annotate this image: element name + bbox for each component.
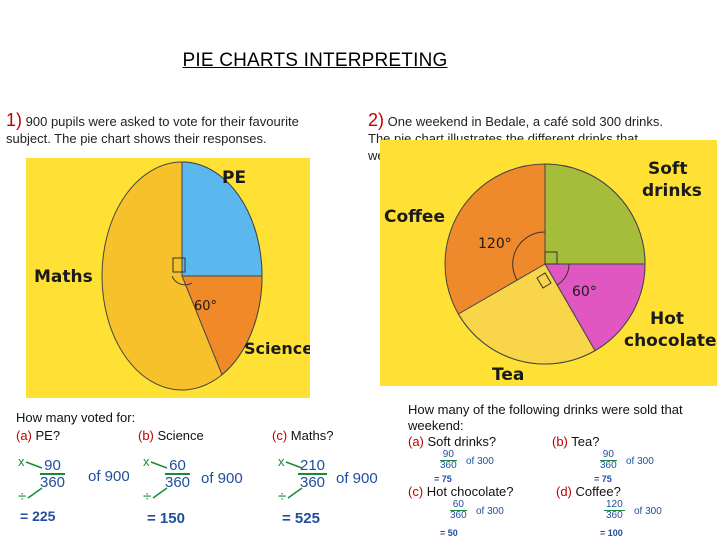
hot-chocolate-slice <box>544 263 646 352</box>
fraction: 60 360 <box>450 499 467 521</box>
pe-label: PE <box>222 168 246 188</box>
answer: = 75 <box>434 474 452 484</box>
right-angle-marker-tea <box>536 272 552 289</box>
soft-label-2: drinks <box>642 181 702 201</box>
hot-angle-label: 60° <box>572 284 597 300</box>
hot-angle-arc <box>556 263 570 286</box>
science-label: Science <box>244 339 310 358</box>
q1-working-c: x 210 360 of 900 ÷ = 525 <box>278 454 378 527</box>
q1-number: 1) <box>6 110 23 130</box>
q2-number: 2) <box>368 110 385 130</box>
pe-slice <box>181 161 263 277</box>
q2-working-d: 120 360 of 300 = 100 <box>600 499 662 539</box>
science-slice <box>181 275 263 376</box>
soft-drinks-slice <box>544 163 646 265</box>
coffee-angle-label: 120° <box>478 236 512 252</box>
science-angle-label: 60° <box>194 299 217 314</box>
answer: = 150 <box>147 510 185 527</box>
coffee-angle-arc <box>512 231 546 281</box>
fraction: 90 360 <box>40 457 66 491</box>
tea-slice <box>457 263 596 365</box>
coffee-label: Coffee <box>384 207 445 227</box>
answer: = 50 <box>440 528 458 538</box>
q1-working-b: x 60 360 of 900 ÷ = 150 <box>143 454 243 527</box>
answer: = 525 <box>282 510 320 527</box>
q2-working-a: 90 360 of 300 = 75 <box>434 449 494 485</box>
q2-pie-chart: Coffee Soft drinks Hot chocolate Tea 120… <box>384 159 717 385</box>
fraction: 60 360 <box>165 457 191 491</box>
soft-label-1: Soft <box>648 159 687 179</box>
right-angle-marker <box>544 251 558 265</box>
right-angle-marker <box>172 257 186 273</box>
fraction: 90 360 <box>600 449 617 471</box>
answer: = 75 <box>594 474 612 484</box>
q2-chart-panel: Coffee Soft drinks Hot chocolate Tea 120… <box>380 140 717 386</box>
q1-line1: 900 pupils were asked to vote for their … <box>25 114 299 129</box>
arrow-icon <box>25 461 43 499</box>
angle-arc <box>171 275 193 286</box>
q1-part-b: (b) Science <box>138 428 204 443</box>
q1-prompt: How many voted for: <box>16 410 136 425</box>
fraction: 120 360 <box>604 499 625 521</box>
page-title: PIE CHARTS INTERPRETING <box>182 50 448 71</box>
hot-label-2: chocolate <box>624 331 717 351</box>
tea-label: Tea <box>492 365 524 385</box>
q1-chart-panel: PE Maths Science 60° <box>26 158 313 398</box>
q2-part-a: (a) Soft drinks? <box>408 434 497 449</box>
q2-working-c: 60 360 of 300 = 50 <box>440 499 504 539</box>
arrow-icon <box>150 461 168 499</box>
q2-prompt: How many of the following drinks were so… <box>408 402 683 433</box>
q2-line1: One weekend in Bedale, a café sold 300 d… <box>387 114 663 129</box>
fraction: 210 360 <box>298 457 328 491</box>
maths-label: Maths <box>34 267 93 287</box>
fraction: 90 360 <box>440 449 457 471</box>
q1-line2: subject. The pie chart shows their respo… <box>6 131 267 146</box>
q1-part-a: (a) PE? <box>16 428 61 443</box>
q1-working-a: x 90 360 of 900 ÷ = 225 <box>18 454 130 524</box>
hot-label-1: Hot <box>650 309 684 329</box>
q1-part-c: (c) Maths? <box>272 428 334 443</box>
q2-part-b: (b) Tea? <box>552 434 600 449</box>
answer: = 100 <box>600 528 623 538</box>
q2-working-b: 90 360 of 300 = 75 <box>594 449 654 485</box>
q2-part-d: (d) Coffee? <box>556 484 621 499</box>
arrow-icon <box>285 461 303 499</box>
answer: = 225 <box>20 508 56 524</box>
q1-text: 1) 900 pupils were asked to vote for the… <box>6 110 356 147</box>
q1-pie-chart: PE Maths Science 60° <box>34 161 313 391</box>
q2-part-c: (c) Hot chocolate? <box>408 484 514 499</box>
